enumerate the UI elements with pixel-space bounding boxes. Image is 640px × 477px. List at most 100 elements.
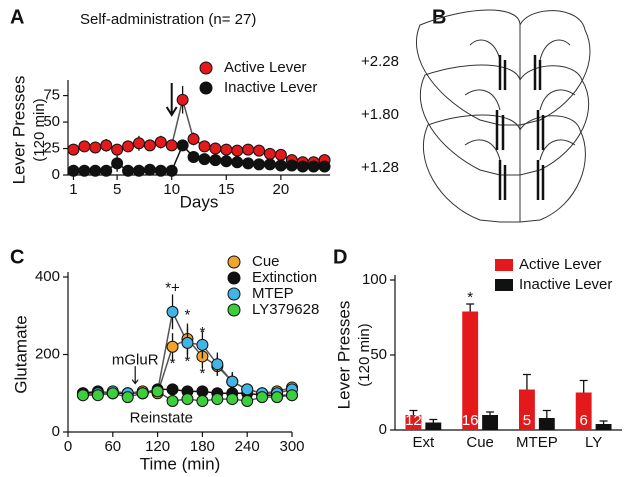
data-point: [176, 93, 189, 106]
data-point: [211, 358, 224, 371]
x-tick-label: 15: [218, 181, 235, 198]
error-bar: [522, 373, 531, 390]
legend-swatch: [495, 259, 513, 271]
data-point: [78, 140, 91, 153]
x-tick-label: 120: [145, 438, 170, 455]
legend-label: Active Lever: [224, 59, 307, 76]
legend-label: Inactive Lever: [519, 276, 612, 293]
data-point: [196, 338, 209, 351]
data-point: [165, 139, 178, 152]
y-tick-label: 100: [362, 271, 387, 288]
x-axis-label: Time (min): [140, 454, 221, 473]
panel-label: A: [10, 6, 24, 28]
data-point: [78, 164, 91, 177]
data-point: [143, 163, 156, 176]
panel-label: D: [333, 246, 347, 268]
x-tick-label: 300: [279, 438, 304, 455]
data-point: [187, 133, 200, 145]
data-point: [151, 385, 164, 398]
data-point: [154, 164, 167, 177]
annotation: *: [199, 365, 205, 382]
y-axis-sublabel: (120 min): [356, 323, 373, 386]
n-label: 5: [523, 412, 531, 429]
bar: [425, 422, 442, 430]
legend-label: Cue: [252, 253, 280, 270]
data-point: [198, 153, 211, 166]
arrow: [165, 83, 178, 117]
annotation: *: [170, 355, 176, 372]
data-point: [121, 391, 134, 404]
y-tick-label: 0: [379, 421, 387, 438]
data-point: [166, 395, 179, 407]
data-point: [198, 140, 211, 153]
legend-label: Inactive Lever: [224, 79, 317, 96]
annotation: mGluR: [112, 351, 159, 368]
y-tick-label: 200: [35, 345, 60, 362]
x-tick-label: 1: [69, 181, 77, 198]
x-axis-label: Days: [180, 192, 219, 211]
data-point: [100, 139, 113, 152]
data-point: [226, 393, 239, 406]
data-point: [241, 395, 254, 407]
data-point: [122, 164, 135, 177]
data-point: [106, 387, 119, 400]
y-tick-label: 0: [52, 166, 60, 183]
panel-b: B +2.28 +1.80 +1.28: [361, 6, 591, 223]
bar: [518, 389, 535, 430]
data-point: [67, 164, 80, 177]
data-point: [143, 139, 156, 152]
legend-marker: [227, 271, 241, 285]
data-point: [271, 391, 284, 404]
data-point: [100, 164, 113, 177]
data-point: [256, 391, 269, 404]
error-bar: [486, 411, 495, 415]
annotation: *: [185, 307, 191, 324]
y-axis-label: Lever Presses: [334, 301, 353, 410]
annotation: Reinstate: [130, 409, 193, 426]
legend-marker: [227, 255, 241, 269]
legend-label: Active Lever: [519, 256, 602, 273]
legend-label: LY379628: [252, 301, 319, 318]
data-point: [181, 393, 194, 406]
data-point: [296, 160, 309, 173]
x-tick-label: 240: [235, 438, 260, 455]
data-point: [211, 393, 224, 406]
data-point: [166, 383, 179, 396]
data-point: [285, 159, 298, 172]
y-axis-label: Glutamate: [11, 315, 30, 393]
data-point: [318, 160, 331, 173]
y-tick-label: 25: [43, 139, 60, 156]
y-axis-label: Lever Presses: [9, 76, 28, 185]
data-point: [226, 375, 239, 388]
legend-swatch: [495, 279, 513, 291]
x-tick-label: Cue: [466, 434, 494, 451]
x-tick-label: 180: [190, 438, 215, 455]
data-point: [132, 164, 145, 177]
n-label: 6: [580, 412, 588, 429]
data-point: [274, 148, 287, 161]
legend-label: MTEP: [252, 285, 294, 302]
bar: [482, 415, 499, 430]
data-point: [231, 144, 244, 157]
x-tick-label: 20: [273, 181, 290, 198]
data-point: [176, 139, 189, 152]
y-tick-label: 75: [43, 87, 60, 104]
data-point: [253, 144, 266, 157]
data-point: [154, 136, 167, 149]
chart-title: Self-administration (n= 27): [80, 11, 256, 28]
data-point: [165, 164, 178, 177]
bar: [538, 418, 555, 430]
data-point: [67, 143, 80, 156]
y-tick-label: 0: [52, 423, 60, 440]
x-tick-label: 60: [104, 438, 121, 455]
bar: [595, 424, 612, 430]
bar: [575, 392, 592, 430]
x-tick-label: LY: [585, 434, 602, 451]
data-point: [91, 389, 104, 402]
data-point: [187, 151, 200, 163]
data-point: [263, 158, 276, 171]
legend-marker: [199, 61, 213, 75]
data-point: [307, 160, 320, 173]
panel-label: C: [10, 246, 24, 268]
y-tick-label: 50: [370, 346, 387, 363]
